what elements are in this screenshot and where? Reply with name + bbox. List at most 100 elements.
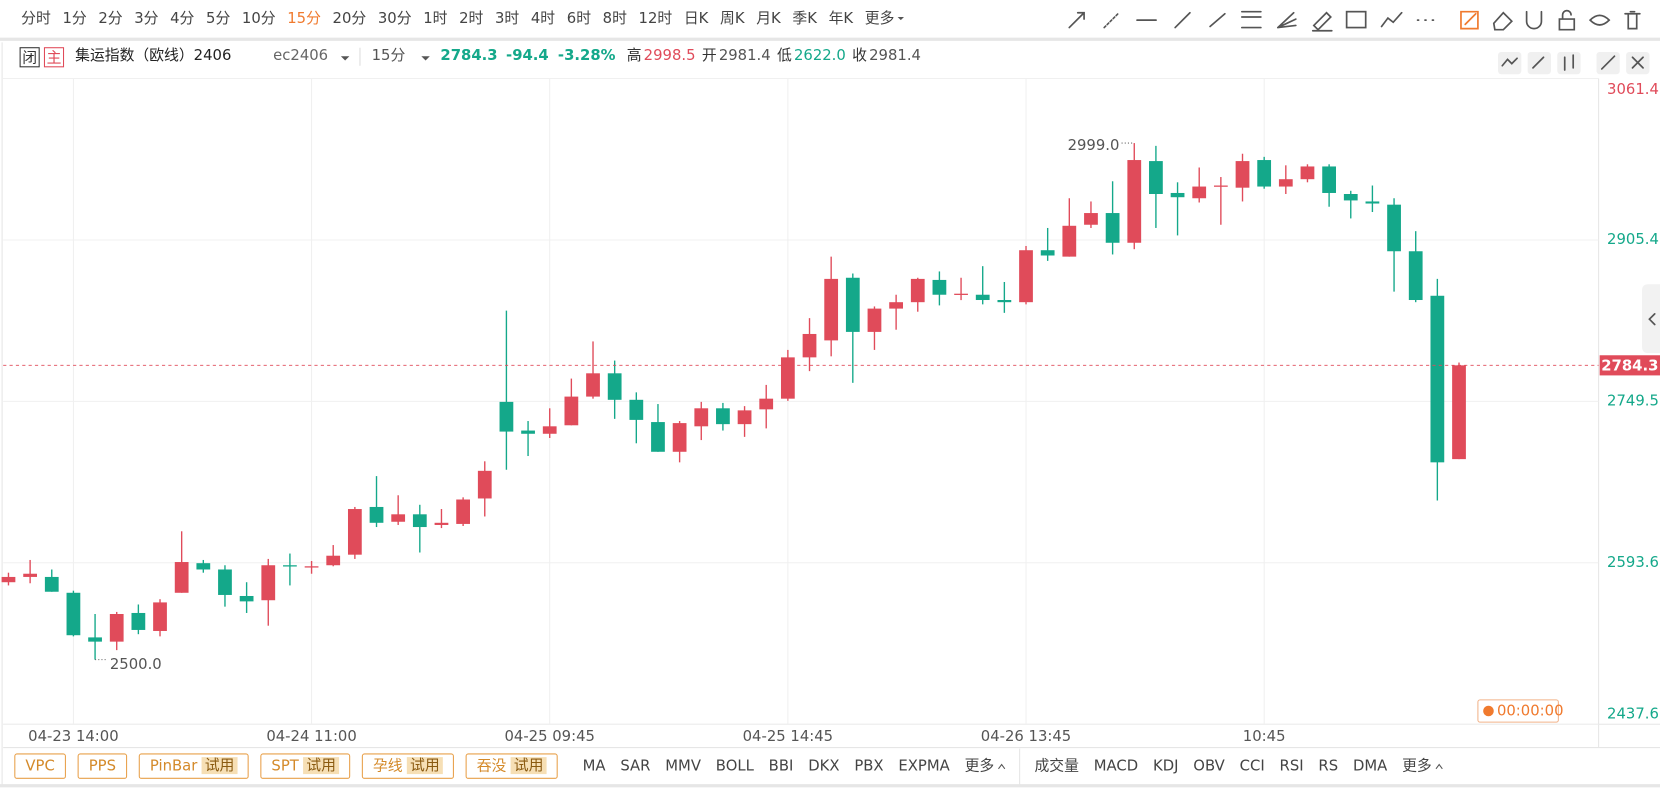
period-button[interactable]: 2时 [459, 10, 483, 27]
period-button[interactable]: 6时 [567, 10, 591, 27]
indicator-button[interactable]: MMV [665, 758, 702, 775]
period-button[interactable]: 4分 [170, 10, 194, 27]
period-button[interactable]: 30分 [378, 10, 412, 27]
candle-body [109, 614, 124, 642]
period-button[interactable]: 月K [756, 10, 782, 27]
indicator-button[interactable]: RS [1318, 758, 1338, 775]
candle-body [1235, 161, 1250, 188]
indicator-button[interactable]: SAR [620, 758, 650, 775]
code-caret[interactable] [340, 56, 350, 61]
image-tool[interactable] [1345, 10, 1367, 29]
x-tick-label: 04-25 14:45 [743, 728, 833, 745]
period-button[interactable]: 5分 [206, 10, 230, 27]
delete-all[interactable] [1624, 10, 1641, 30]
candle-body [824, 278, 839, 341]
period-button[interactable]: 分时 [21, 10, 51, 27]
indicator-button[interactable]: 更多 [965, 758, 995, 775]
period-button[interactable]: 1时 [423, 10, 447, 27]
fan-tool[interactable] [1276, 11, 1297, 29]
tool-label[interactable]: PPS [89, 758, 116, 775]
indicator-button[interactable]: KDJ [1153, 758, 1178, 775]
indicator-button[interactable]: EXPMA [898, 758, 950, 775]
tool-button[interactable] [14, 753, 66, 779]
period-button[interactable]: 4时 [531, 10, 555, 27]
edit-button[interactable] [1527, 51, 1551, 75]
lock[interactable] [1558, 9, 1576, 31]
indicator-button[interactable]: PBX [854, 758, 883, 775]
main-icon[interactable]: 主 [47, 49, 62, 66]
indicator-button[interactable]: RSI [1280, 758, 1304, 775]
candle-body [997, 300, 1012, 303]
indicator-button[interactable]: DKX [808, 758, 839, 775]
wave-tool[interactable] [1380, 11, 1403, 28]
candle-body [521, 430, 535, 434]
period-button[interactable]: 2分 [98, 10, 122, 27]
candle-body [1019, 250, 1033, 303]
tool-label[interactable]: PinBar [150, 758, 198, 775]
close-icon-box[interactable] [19, 47, 40, 68]
instrument-code[interactable]: ec2406 [273, 47, 328, 64]
arrow-tool[interactable] [1068, 11, 1085, 29]
header-stats: 高 2998.5 开 2981.4 低 2622.0 收 2981.4 [627, 47, 921, 64]
candle-body [239, 595, 254, 602]
period-button[interactable]: 20分 [333, 10, 367, 27]
close-icon[interactable]: 闭 [22, 49, 37, 66]
candle-body [867, 308, 882, 332]
eraser[interactable] [1492, 11, 1513, 31]
segment-tool[interactable] [1174, 11, 1191, 29]
ray-tool[interactable] [1103, 11, 1120, 29]
main-icon-box[interactable] [43, 47, 65, 68]
period-button[interactable]: 3分 [134, 10, 158, 27]
period-button[interactable]: 12时 [639, 10, 673, 27]
period-button[interactable]: 8时 [603, 10, 627, 27]
indicator-button[interactable]: DMA [1353, 758, 1388, 775]
period-button[interactable]: 季K [792, 10, 818, 27]
indicator-button[interactable]: 更多 [1402, 758, 1432, 775]
indicator-button[interactable]: CCI [1240, 758, 1265, 775]
tool-label[interactable]: VPC [25, 758, 54, 775]
indicator-button[interactable]: MACD [1094, 758, 1138, 775]
tool-label[interactable]: 吞没 [477, 758, 507, 775]
period-button[interactable]: 日K [684, 10, 710, 27]
candle-body [586, 373, 600, 397]
indicator-button[interactable]: MA [583, 758, 607, 775]
period-button[interactable]: 3时 [495, 10, 519, 27]
y-tick-label: 2905.4 [1607, 231, 1659, 248]
chart-controls[interactable] [1498, 51, 1650, 75]
fib-tool[interactable] [1240, 10, 1262, 29]
indicator-icon [1501, 57, 1518, 67]
style-icon [1563, 54, 1575, 71]
magnet[interactable] [1525, 10, 1543, 30]
period-button[interactable]: 更多 [865, 10, 895, 27]
indicator-button[interactable]: 成交量 [1034, 757, 1079, 775]
more-caret-up [1435, 763, 1443, 770]
drawing-tools[interactable] [1068, 9, 1641, 32]
indicator-button[interactable]: BOLL [716, 758, 755, 775]
tool-label[interactable]: SPT [271, 758, 299, 775]
stat-value: 2981.4 [719, 47, 771, 64]
indicator-button[interactable]: BBI [769, 758, 794, 775]
period-button[interactable]: 年K [829, 10, 855, 27]
more-caret-up [998, 763, 1006, 770]
indicator-button[interactable] [1498, 51, 1522, 75]
tool-label[interactable]: 孕线 [373, 758, 403, 775]
trial-badge-label: 试用 [306, 757, 336, 774]
tool-button[interactable] [77, 753, 128, 779]
trend-tool[interactable] [1209, 12, 1226, 28]
period-caret[interactable] [421, 56, 430, 61]
indicator-button[interactable]: OBV [1193, 758, 1225, 775]
period-button[interactable]: 1分 [62, 10, 86, 27]
x-tick-label: 04-25 09:45 [504, 728, 594, 745]
style-button[interactable] [1557, 51, 1581, 75]
pen-tool[interactable] [1311, 11, 1333, 32]
candle-body [629, 399, 644, 420]
draw-mode[interactable] [1460, 10, 1479, 30]
candle-body [391, 514, 406, 522]
period-button[interactable]: 15分 [287, 10, 321, 27]
close-chart-icon [1631, 56, 1644, 69]
period-button[interactable]: 周K [720, 10, 746, 27]
header-period[interactable]: 15分 [372, 47, 406, 64]
visibility[interactable] [1588, 14, 1611, 26]
period-button[interactable]: 10分 [242, 10, 276, 27]
x-tick-label: 10:45 [1243, 728, 1286, 745]
